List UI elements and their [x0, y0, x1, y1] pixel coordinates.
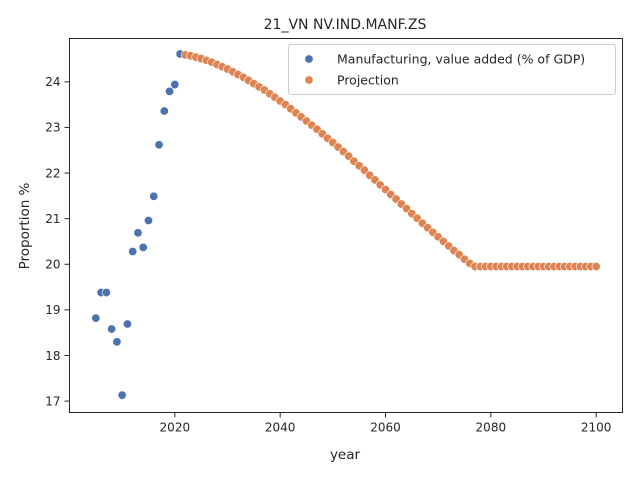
x-tick-label: 2080 — [476, 421, 507, 435]
data-point — [159, 106, 169, 116]
data-point — [128, 246, 138, 256]
x-axis-title: year — [330, 447, 361, 463]
legend: Manufacturing, value added (% of GDP) Pr… — [288, 44, 616, 95]
legend-marker-projection — [304, 75, 314, 85]
x-tick-label: 2020 — [160, 421, 191, 435]
data-point — [154, 140, 164, 150]
data-point — [170, 80, 180, 90]
y-tick-label: 19 — [45, 303, 60, 317]
data-point — [107, 324, 117, 334]
y-tick-label: 17 — [45, 394, 60, 408]
data-point — [91, 313, 101, 323]
data-point — [122, 319, 132, 329]
x-tick-label: 2100 — [581, 421, 612, 435]
data-point — [101, 288, 111, 298]
y-tick-label: 20 — [45, 258, 60, 272]
chart-title: 21_VN NV.IND.MANF.ZS — [264, 17, 427, 33]
data-point — [133, 228, 143, 238]
legend-frame — [288, 44, 616, 95]
legend-label-projection: Projection — [337, 73, 399, 88]
y-tick-label: 23 — [45, 121, 60, 135]
y-tick-label: 21 — [45, 212, 60, 226]
data-point — [138, 242, 148, 252]
y-axis: 17 18 19 20 21 22 23 24 — [45, 75, 70, 408]
x-tick-label: 2040 — [265, 421, 296, 435]
legend-label-actual: Manufacturing, value added (% of GDP) — [337, 52, 585, 67]
legend-marker-actual — [304, 54, 314, 64]
y-axis-title: Proportion % — [17, 182, 33, 269]
data-point — [112, 337, 122, 347]
data-point — [149, 191, 159, 201]
plot-area-frame — [69, 38, 623, 413]
data-point — [591, 262, 601, 272]
x-tick-label: 2060 — [370, 421, 401, 435]
y-tick-label: 24 — [45, 75, 60, 89]
data-point — [117, 390, 127, 400]
x-axis: 2020 2040 2060 2080 2100 — [160, 412, 612, 435]
data-point — [165, 86, 175, 96]
series-projection — [180, 50, 601, 272]
data-point — [144, 215, 154, 225]
series-actual — [91, 49, 185, 400]
data-points — [91, 49, 601, 400]
y-tick-label: 22 — [45, 166, 60, 180]
y-tick-label: 18 — [45, 349, 60, 363]
